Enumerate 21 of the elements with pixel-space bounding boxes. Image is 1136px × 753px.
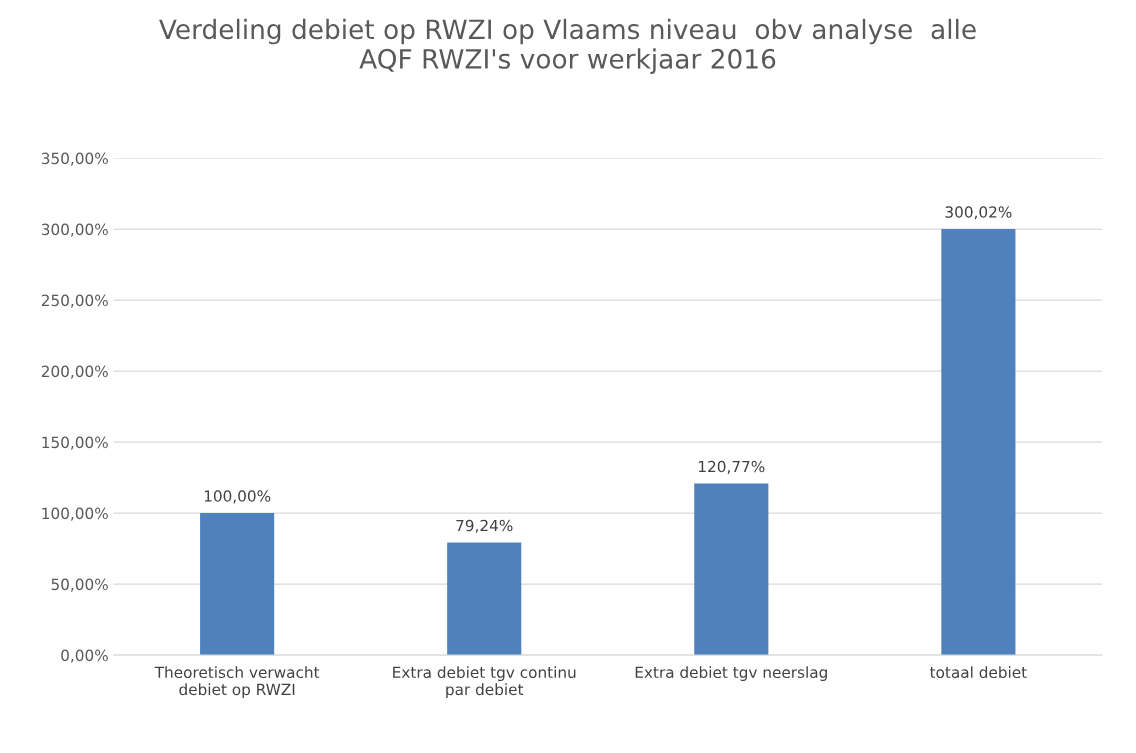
bar: [941, 229, 1016, 656]
y-tick-label: 200,00%: [41, 365, 108, 379]
data-label: 100,00%: [204, 490, 271, 504]
x-tick-label: Extra debiet tgv neerslag: [635, 666, 827, 682]
bar: [694, 483, 769, 656]
bar: [200, 513, 275, 656]
y-tick-label: 250,00%: [41, 294, 108, 308]
y-tick-label: 100,00%: [42, 507, 108, 521]
y-tick-label: 300,00%: [41, 223, 108, 237]
x-tick-label: totaal debiet: [930, 666, 1027, 679]
x-tick-label: Extra debiet tgv continu par debiet: [393, 666, 576, 699]
data-label: 300,02%: [945, 206, 1012, 220]
y-tick-label: 350,00%: [41, 152, 108, 166]
bar: [447, 542, 522, 656]
y-tick-label: 50,00%: [51, 578, 108, 592]
chart-title: Verdeling debiet op RWZI op Vlaams niveau obv analyse alle AQF RWZI's voor werkjaar 2016: [159, 18, 976, 74]
y-tick-label: 150,00%: [42, 436, 108, 450]
x-tick-label: Theoretisch verwacht debiet op RWZI: [154, 666, 320, 699]
y-tick-label: 0,00%: [61, 649, 108, 663]
data-label: 79,24%: [456, 519, 513, 533]
data-label: 120,77%: [698, 460, 765, 474]
